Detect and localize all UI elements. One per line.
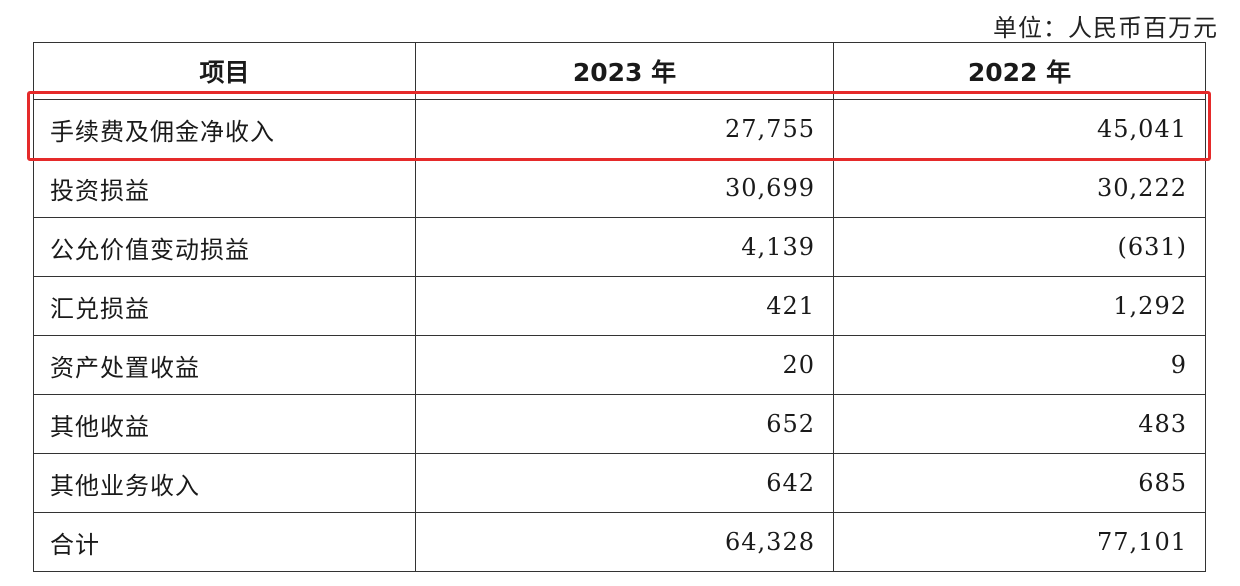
row-label: 手续费及佣金净收入	[33, 99, 416, 159]
value-2023: 4,139	[415, 217, 834, 277]
value-2022: (631)	[833, 217, 1206, 277]
row-label: 其他收益	[33, 394, 416, 454]
value-2023: 30,699	[415, 158, 834, 218]
column-header-2023: 2023 年	[415, 42, 834, 100]
row-label: 资产处置收益	[33, 335, 416, 395]
value-2023: 421	[415, 276, 834, 336]
table-row: 手续费及佣金净收入 27,755 45,041	[33, 99, 1206, 159]
value-2023: 27,755	[415, 99, 834, 159]
table-row: 资产处置收益 20 9	[33, 335, 1206, 395]
row-label: 其他业务收入	[33, 453, 416, 513]
row-label: 汇兑损益	[33, 276, 416, 336]
value-2023: 652	[415, 394, 834, 454]
value-2022: 685	[833, 453, 1206, 513]
value-2022: 77,101	[833, 512, 1206, 572]
row-label: 合计	[33, 512, 416, 572]
row-label: 公允价值变动损益	[33, 217, 416, 277]
column-header-2022: 2022 年	[833, 42, 1206, 100]
value-2022: 30,222	[833, 158, 1206, 218]
value-2022: 1,292	[833, 276, 1206, 336]
table-row: 汇兑损益 421 1,292	[33, 276, 1206, 336]
table-row: 投资损益 30,699 30,222	[33, 158, 1206, 218]
table-row: 公允价值变动损益 4,139 (631)	[33, 217, 1206, 277]
table-row: 其他收益 652 483	[33, 394, 1206, 454]
value-2022: 45,041	[833, 99, 1206, 159]
value-2023: 64,328	[415, 512, 834, 572]
value-2023: 642	[415, 453, 834, 513]
table-row-total: 合计 64,328 77,101	[33, 512, 1206, 572]
column-header-item: 项目	[33, 42, 416, 100]
unit-label: 单位：人民币百万元	[993, 14, 1218, 42]
value-2023: 20	[415, 335, 834, 395]
table-header-row: 项目 2023 年 2022 年	[33, 42, 1206, 100]
value-2022: 9	[833, 335, 1206, 395]
row-label: 投资损益	[33, 158, 416, 218]
table-row: 其他业务收入 642 685	[33, 453, 1206, 513]
income-table: 项目 2023 年 2022 年 手续费及佣金净收入 27,755 45,041…	[33, 42, 1206, 572]
value-2022: 483	[833, 394, 1206, 454]
